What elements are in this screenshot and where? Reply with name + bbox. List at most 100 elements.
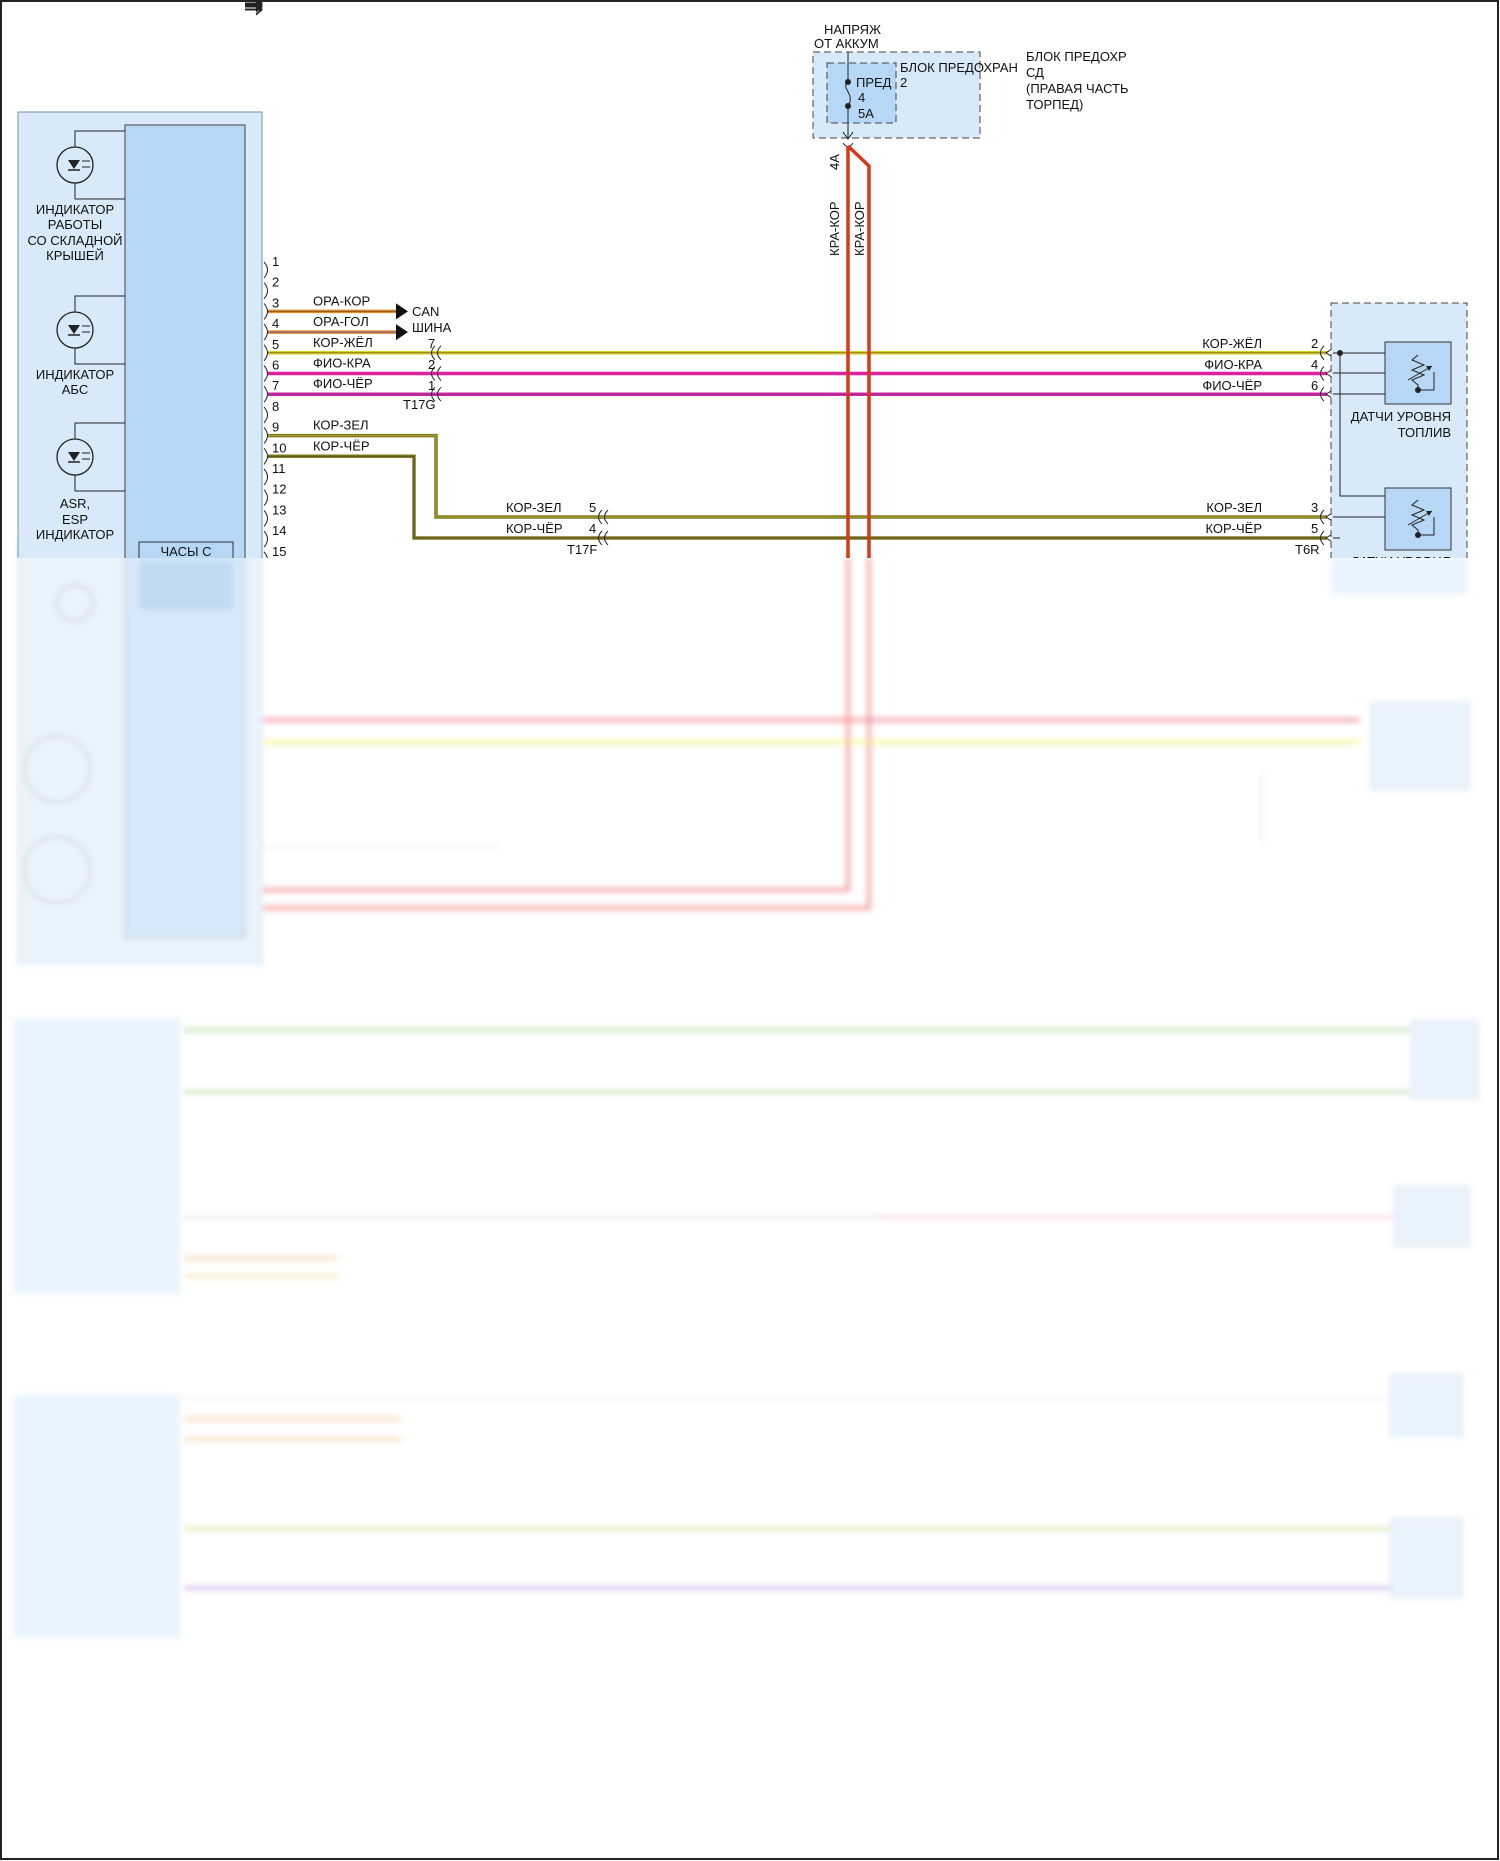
fuse-rating: 5A <box>858 106 874 121</box>
t6r-label-fio-kra: ФИО-КРА <box>1204 357 1262 372</box>
pin-number: 1 <box>272 254 279 269</box>
t6r-pin-2: 2 <box>1311 336 1318 351</box>
wire-label: ОРА-КОР <box>313 293 370 308</box>
variable-resistor-icon <box>1410 499 1426 535</box>
pin-number: 4 <box>272 316 279 331</box>
connector-socket-icon <box>431 345 442 361</box>
t17f-label-kor-cher: КОР-ЧЁР <box>506 521 563 536</box>
led-indicator-icon <box>56 438 94 476</box>
wire-label: ФИО-КРА <box>313 356 371 371</box>
indicator-label: КРЫШЕЙ <box>46 248 104 263</box>
pin-arrow-icon <box>245 4 263 16</box>
sensor2-label: ДАТЧИ УРОВНЯ <box>1351 554 1451 569</box>
pin-number: 2 <box>272 275 279 290</box>
indicator-label: ИНДИКАТОР <box>36 367 114 382</box>
pin-5: 5 <box>263 337 279 362</box>
pin-number: 11 <box>272 461 286 476</box>
pin-12: 12 <box>263 482 286 507</box>
red-wire-label-2: КРА-КОР <box>852 201 867 256</box>
pin-9: 9 <box>263 420 279 444</box>
indicator-label: РАБОТЫ <box>48 217 102 232</box>
led-indicator-icon <box>56 146 94 184</box>
can-bus-label-1: CAN <box>412 304 439 319</box>
pin-2: 2 <box>263 275 279 300</box>
inner-fuse-block-label: БЛОК ПРЕДОХРАН <box>900 60 1018 75</box>
clock-label: ЧАСЫ С <box>161 544 212 559</box>
indicator-label: ESP <box>62 512 88 527</box>
fuel-level-sensor-1 <box>1384 341 1452 405</box>
pin-number: 15 <box>272 544 286 559</box>
supply-label-1: НАПРЯЖ <box>824 22 881 37</box>
can-arrow-icon <box>396 303 408 320</box>
red-feed-wires <box>846 144 871 558</box>
fuse-block-label-4: ТОРПЕД) <box>1026 97 1083 112</box>
pin-11: 11 <box>263 461 286 486</box>
indicator-label: ИНДИКАТОР <box>36 527 114 542</box>
pin-number: 6 <box>272 358 279 373</box>
wire-label: ОРА-ГОЛ <box>313 314 369 329</box>
led-indicator-icon <box>56 311 94 349</box>
pin-4: 4 <box>263 316 279 341</box>
pin-13: 13 <box>263 502 286 527</box>
connector-socket-icon <box>431 366 442 381</box>
pin-8: 8 <box>263 399 279 424</box>
fuse-block-label-1: БЛОК ПРЕДОХР <box>1026 49 1127 64</box>
sensor1-label-2: ТОПЛИВ <box>1398 425 1451 440</box>
pin-10: 10 <box>263 440 286 465</box>
wire-kor-zel <box>268 433 1327 519</box>
t6r-connector-name: T6R <box>1295 542 1320 557</box>
t6r-label-kor-cher: КОР-ЧЁР <box>1205 521 1262 536</box>
connector-4a <box>842 142 854 147</box>
t6r-pin-4: 4 <box>1311 357 1318 372</box>
can-arrow-icon <box>396 324 408 341</box>
wire-label: КОР-ЖЁЛ <box>313 335 373 350</box>
wire-label: КОР-ЗЕЛ <box>313 418 369 433</box>
pin-15: 15 <box>263 544 286 559</box>
pin-number: 7 <box>272 378 279 393</box>
t6r-label-kor-zel: КОР-ЗЕЛ <box>1206 500 1262 515</box>
variable-resistor-icon <box>1410 354 1426 390</box>
t6r-pin-5: 5 <box>1311 521 1318 536</box>
pin-number: 14 <box>272 523 286 538</box>
inner-fuse-block-number: 2 <box>900 75 907 90</box>
t17g-connector-name: T17G <box>403 397 436 412</box>
pin-number: 10 <box>272 440 286 455</box>
connector-socket-icon <box>598 530 609 546</box>
pin-number: 5 <box>272 337 279 352</box>
pin-1: 1 <box>263 254 279 279</box>
indicator-label: ИНДИКАТОР <box>36 202 114 217</box>
fuel-level-sensor-2 <box>1384 487 1452 551</box>
fuse-block-label-3: (ПРАВАЯ ЧАСТЬ <box>1026 81 1129 96</box>
cluster-control-unit <box>124 124 246 558</box>
fuse-block <box>812 51 981 140</box>
t17g-pin-1: 1 <box>428 378 435 393</box>
pin-3: 3 <box>263 295 279 320</box>
can-bus-label-2: ШИНА <box>412 320 452 335</box>
t6r-pin-6: 6 <box>1311 378 1318 393</box>
blurred-lower-diagram <box>14 539 1479 1638</box>
pin-number: 3 <box>272 295 279 310</box>
indicator-label: СО СКЛАДНОЙ <box>27 233 122 248</box>
pin-14: 14 <box>263 523 286 548</box>
indicator-label: АБС <box>62 382 88 397</box>
t17f-connector-name: T17F <box>567 542 597 557</box>
fuse-number: 4 <box>858 90 865 105</box>
pin-arrow-icon <box>245 3 263 15</box>
pin-number: 9 <box>272 420 279 435</box>
t17f-label-kor-zel: КОР-ЗЕЛ <box>506 500 562 515</box>
t17g-pin-2: 2 <box>428 357 435 372</box>
pin-number: 8 <box>272 399 279 414</box>
wire-label: КОР-ЧЁР <box>313 438 370 453</box>
pin-7: 7 <box>263 378 279 403</box>
indicator-label: ASR, <box>60 496 90 511</box>
t17g-pin-7: 7 <box>428 336 435 351</box>
t17f-pin-5: 5 <box>589 500 596 515</box>
pin-number: 12 <box>272 482 286 497</box>
wire-kor-cher <box>268 454 1327 540</box>
t6r-label-fio-cher: ФИО-ЧЁР <box>1202 378 1262 393</box>
